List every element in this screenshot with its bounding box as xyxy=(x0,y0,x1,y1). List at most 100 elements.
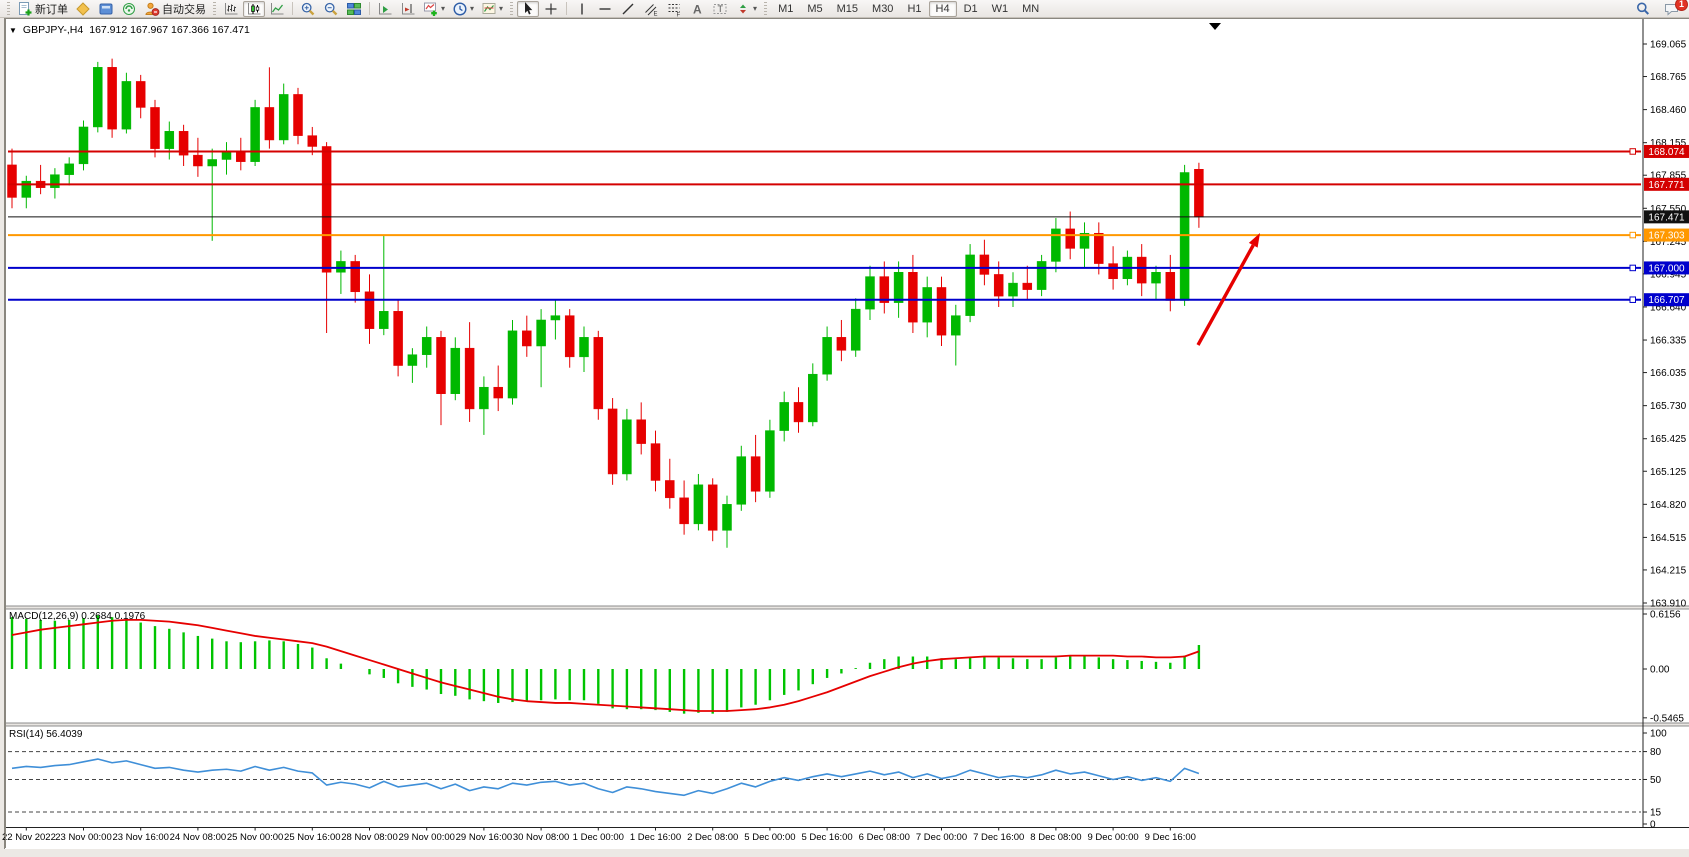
candle-body xyxy=(1194,168,1204,218)
timeframe-mn[interactable]: MN xyxy=(1022,2,1040,15)
line-handle[interactable] xyxy=(1629,296,1636,303)
arrow-annotation-head[interactable] xyxy=(1248,233,1260,248)
price-tick-label: 166.945 xyxy=(1650,269,1687,280)
zoom-in-button[interactable] xyxy=(297,1,319,17)
toolbar: 新订单 自动交易 xyxy=(0,0,1689,18)
candle-body xyxy=(1094,232,1104,264)
cursor-button[interactable] xyxy=(517,0,540,17)
chevron-down-icon[interactable]: ▾ xyxy=(753,3,758,13)
timeframe-h1[interactable]: H1 xyxy=(907,2,922,15)
templates-icon xyxy=(481,1,497,17)
timeframe-m30[interactable]: M30 xyxy=(872,2,894,15)
price-badge xyxy=(1644,144,1689,158)
svg-text:A: A xyxy=(693,2,702,16)
pane-separator[interactable] xyxy=(5,605,1689,610)
vertical-line-button[interactable] xyxy=(571,1,593,17)
line-handle[interactable] xyxy=(1629,148,1636,155)
line-chart-button[interactable] xyxy=(266,1,288,17)
text-button[interactable]: A xyxy=(686,1,708,17)
candle-body xyxy=(307,135,318,147)
candle-body xyxy=(836,337,847,351)
indicators-button[interactable]: ▾ xyxy=(420,1,448,17)
templates-button[interactable]: ▾ xyxy=(478,1,506,17)
price-badge-label: 167.471 xyxy=(1648,212,1685,223)
macd-tick-label: 0.00 xyxy=(1650,665,1670,676)
candle-body xyxy=(1136,256,1147,284)
price-tick-label: 168.765 xyxy=(1650,72,1687,83)
chart-shift-button[interactable] xyxy=(397,1,419,17)
metaeditor-button[interactable] xyxy=(72,1,94,17)
periods-button[interactable]: ▾ xyxy=(449,1,477,17)
candle-body xyxy=(665,480,675,499)
candle-body xyxy=(979,254,990,275)
notification-badge: 1 xyxy=(1675,0,1688,11)
candle-body xyxy=(407,354,418,366)
rsi-line xyxy=(11,758,1200,797)
candle-body xyxy=(1108,263,1118,280)
price-tick-label: 167.855 xyxy=(1650,171,1687,182)
line-handle[interactable] xyxy=(1629,264,1636,272)
toolbar-grip[interactable] xyxy=(7,2,10,15)
new-order-button[interactable]: 新订单 xyxy=(14,1,71,17)
equidistant-channel-icon: E xyxy=(643,1,659,17)
terminal-icon xyxy=(98,1,114,17)
toolbar-grip[interactable] xyxy=(510,2,514,15)
cursor-arrow-icon xyxy=(520,1,536,17)
rsi-tick-label: 50 xyxy=(1650,775,1662,786)
arrows-icon xyxy=(735,1,751,17)
rsi-tick-label: 0 xyxy=(1650,820,1656,831)
candle-body xyxy=(679,497,689,525)
candle-body xyxy=(951,315,961,336)
price-badge xyxy=(1644,293,1689,307)
candle-body xyxy=(135,81,146,108)
toolbar-grip[interactable] xyxy=(213,2,216,15)
timeframe-m5[interactable]: M5 xyxy=(807,2,823,15)
horizontal-line-button[interactable] xyxy=(594,1,616,17)
macd-pane xyxy=(10,615,1201,714)
text-label-button[interactable]: T xyxy=(709,1,731,17)
signals-button[interactable] xyxy=(118,1,140,17)
timeframe-h4[interactable]: H4 xyxy=(928,0,957,17)
timeframe-w1[interactable]: W1 xyxy=(991,2,1009,15)
terminal-button[interactable] xyxy=(95,1,117,17)
date-label: 9 Dec 16:00 xyxy=(1145,832,1196,843)
timeframe-d1[interactable]: D1 xyxy=(963,2,978,15)
candle-body xyxy=(278,94,289,141)
arrows-button[interactable]: ▾ xyxy=(732,1,760,17)
chevron-down-icon[interactable]: ▾ xyxy=(441,3,446,13)
fibonacci-button[interactable]: F xyxy=(663,1,685,17)
arrow-annotation[interactable] xyxy=(1196,244,1255,346)
price-tick-label: 165.730 xyxy=(1650,401,1687,412)
candle-body xyxy=(207,159,217,167)
candlestick-chart-button[interactable] xyxy=(243,0,265,17)
candle-body xyxy=(264,107,275,141)
crosshair-button[interactable] xyxy=(540,1,562,17)
candle-body xyxy=(336,261,346,273)
trendline-button[interactable] xyxy=(617,1,639,17)
date-label: 1 Dec 16:00 xyxy=(630,832,681,843)
collapse-triangle-icon[interactable]: ▼ xyxy=(9,25,17,35)
price-tick-label: 166.035 xyxy=(1650,368,1687,379)
tile-windows-button[interactable] xyxy=(343,1,365,17)
candle-body xyxy=(1022,282,1033,290)
timeframe-m1[interactable]: M1 xyxy=(778,2,794,15)
zoom-out-button[interactable] xyxy=(320,1,342,17)
chevron-down-icon[interactable]: ▾ xyxy=(499,3,504,13)
bar-chart-button[interactable] xyxy=(220,1,242,17)
pane-separator[interactable] xyxy=(5,722,1689,727)
timeframe-m15[interactable]: M15 xyxy=(836,2,859,15)
date-label: 1 Dec 00:00 xyxy=(573,832,624,843)
auto-scroll-button[interactable] xyxy=(374,1,396,17)
autotrading-button[interactable]: 自动交易 xyxy=(141,1,209,17)
channel-button[interactable]: E xyxy=(640,1,662,17)
toolbar-grip[interactable] xyxy=(764,2,768,15)
chart-title-symbol: GBPJPY-,H4 xyxy=(22,24,84,36)
chat-button[interactable]: 1 xyxy=(1660,0,1688,17)
candle-body xyxy=(107,67,117,130)
search-button[interactable] xyxy=(1632,1,1654,17)
fibonacci-icon: F xyxy=(666,1,682,17)
rsi-pane xyxy=(8,751,1641,813)
line-handle[interactable] xyxy=(1629,231,1636,239)
chevron-down-icon[interactable]: ▾ xyxy=(470,3,475,13)
